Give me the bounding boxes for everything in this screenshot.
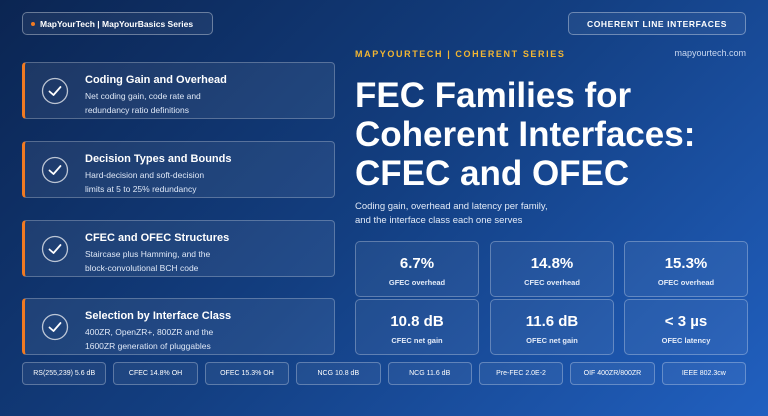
topic-title: Coding Gain and Overhead: [85, 74, 227, 86]
chip: NCG 10.8 dB: [296, 362, 381, 385]
stat-value: 6.7%: [399, 255, 435, 272]
series-badge-text: MapYourTech | MapYourBasics Series: [40, 18, 194, 29]
stat-card: 14.8% CFEC overhead: [490, 241, 614, 297]
check-icon: [41, 156, 69, 184]
headline-line: Coherent Interfaces:: [355, 115, 696, 154]
topic-desc: Hard-decision and soft-decision: [85, 170, 205, 180]
series-badge: MapYourTech | MapYourBasics Series: [22, 12, 213, 35]
stat-card: 15.3% OFEC overhead: [624, 241, 748, 297]
chip: NCG 11.6 dB: [387, 362, 472, 385]
topic-title: Selection by Interface Class: [85, 310, 232, 322]
stat-label: CFEC overhead: [524, 278, 580, 287]
chip: CFEC 14.8% OH: [113, 362, 198, 385]
topic-card: Selection by Interface Class 400ZR, OpenZ…: [22, 298, 335, 355]
chip: RS(255,239) 5.6 dB: [22, 362, 107, 385]
stat-value: 15.3%: [664, 255, 708, 272]
topic-desc: Net coding gain, code rate and: [85, 91, 201, 101]
chip: OIF 400ZR/800ZR: [570, 362, 655, 385]
headline-line: FEC Families for: [355, 76, 632, 115]
topic-card: Decision Types and Bounds Hard-decision a…: [22, 141, 335, 198]
section-badge: COHERENT LINE INTERFACES: [568, 12, 746, 35]
headline-line: CFEC and OFEC: [355, 154, 630, 193]
subtitle-line: and the interface class each one serves: [355, 215, 523, 226]
stat-label: OFEC overhead: [657, 278, 715, 287]
subtitle: Coding gain, overhead and latency per fa…: [355, 200, 548, 228]
topic-title: CFEC and OFEC Structures: [85, 232, 230, 244]
check-icon: [41, 77, 69, 105]
topic-card: CFEC and OFEC Structures Staircase plus H…: [22, 220, 335, 277]
stat-card: 10.8 dB CFEC net gain: [355, 299, 479, 355]
kicker: MAPYOURTECH | COHERENT SERIES: [355, 49, 566, 59]
stat-card: 6.7% GFEC overhead: [355, 241, 479, 297]
topic-desc: 1600ZR generation of pluggables: [85, 341, 211, 351]
stat-value: 10.8 dB: [390, 313, 444, 330]
stat-value: < 3 µs: [664, 313, 708, 330]
topic-desc: 400ZR, OpenZR+, 800ZR and the: [85, 327, 214, 337]
stat-value: 11.6 dB: [525, 313, 579, 330]
stat-card: < 3 µs OFEC latency: [624, 299, 748, 355]
website: mapyourtech.com: [674, 48, 746, 58]
chip: IEEE 802.3cw: [661, 362, 746, 385]
stat-label: OFEC latency: [661, 336, 711, 345]
topic-desc: block-convolutional BCH code: [85, 263, 199, 273]
check-icon: [41, 235, 69, 263]
topic-desc: limits at 5 to 25% redundancy: [85, 184, 197, 194]
topic-title: Decision Types and Bounds: [85, 153, 232, 165]
chip: OFEC 15.3% OH: [204, 362, 290, 385]
headline: FEC Families for Coherent Interfaces: CFEC…: [355, 76, 695, 193]
badge-dot: [31, 21, 35, 26]
stat-label: OFEC net gain: [526, 336, 578, 345]
topic-desc: Staircase plus Hamming, and the: [85, 249, 211, 259]
check-icon: [41, 313, 69, 341]
subtitle-line: Coding gain, overhead and latency per fa…: [355, 201, 548, 212]
stat-label: CFEC net gain: [391, 336, 443, 345]
topic-card: Coding Gain and Overhead Net coding gain,…: [22, 62, 335, 119]
chip: Pre-FEC 2.0E-2: [478, 362, 564, 385]
stat-label: GFEC overhead: [388, 278, 446, 287]
stat-card: 11.6 dB OFEC net gain: [490, 299, 614, 355]
topic-desc: redundancy ratio definitions: [85, 105, 189, 115]
stat-value: 14.8%: [530, 255, 574, 272]
